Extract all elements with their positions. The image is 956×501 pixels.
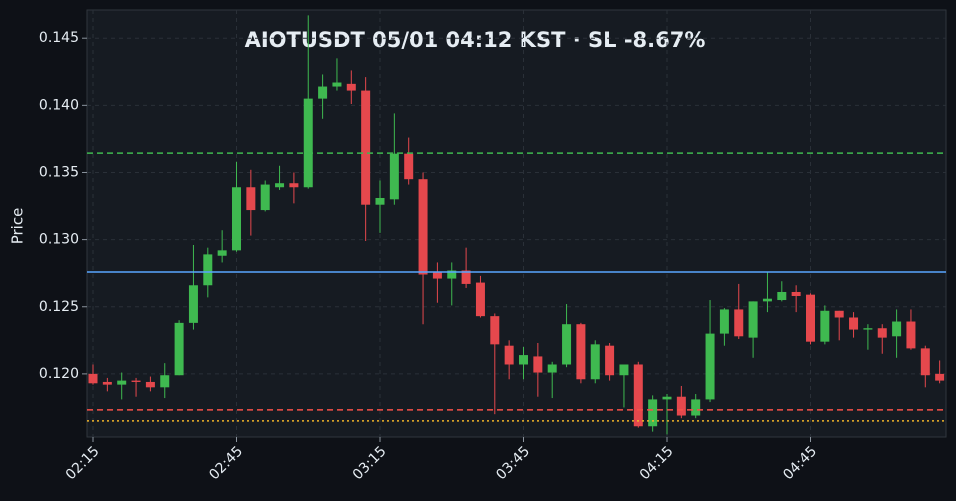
candle-body [590, 344, 600, 380]
plot-area [86, 9, 947, 438]
y-tick-label: 0.145 [39, 30, 79, 46]
candle-body [188, 285, 198, 323]
candle-body [719, 309, 729, 334]
candle-body [806, 294, 815, 342]
candle-body [562, 324, 572, 365]
x-tick-label: 04:45 [780, 443, 820, 483]
candle-body [289, 183, 299, 188]
y-tick-label: 0.140 [39, 97, 79, 113]
x-tick-label: 02:45 [206, 443, 246, 483]
candle-body [504, 345, 514, 365]
y-tick-label: 0.130 [39, 232, 79, 248]
candle-body [849, 317, 859, 330]
candle-body [117, 380, 127, 385]
candle-body [418, 179, 428, 275]
candle-body [232, 187, 241, 251]
x-tick-label: 03:45 [493, 443, 533, 483]
candle-body [217, 250, 227, 256]
candle-body [303, 98, 313, 188]
candle-body [633, 364, 643, 427]
candle-body [88, 373, 98, 384]
candle-body [820, 310, 830, 342]
candle-body [920, 348, 930, 376]
candle-body [102, 381, 112, 385]
x-tick-label: 02:15 [63, 443, 103, 483]
candle-body [605, 345, 615, 376]
candle-body [174, 322, 184, 376]
candle-body [475, 282, 485, 317]
candle-body [676, 396, 686, 416]
candle-body [533, 356, 543, 373]
candle-body [160, 375, 170, 388]
candle-body [375, 197, 385, 205]
candle-body [619, 364, 629, 376]
candle-body [777, 291, 787, 301]
candle-body [691, 399, 701, 416]
candle-body [131, 380, 141, 382]
candle-body [275, 183, 285, 188]
chart-title: AIOTUSDT 05/01 04:12 KST · SL -8.67% [245, 28, 706, 52]
y-tick-label: 0.120 [39, 366, 79, 382]
candle-body [892, 321, 902, 337]
y-tick-label: 0.135 [39, 164, 79, 180]
candle-body [432, 271, 442, 279]
candle-body [748, 301, 758, 338]
candle-body [246, 187, 256, 211]
candle-body [145, 381, 155, 388]
candle-body [318, 86, 328, 99]
candle-body [260, 184, 270, 211]
candle-body [547, 364, 557, 373]
candle-body [705, 333, 715, 400]
candle-body [863, 328, 873, 330]
candle-body [877, 328, 887, 338]
candle-body [461, 270, 471, 284]
x-tick-label: 04:15 [637, 443, 677, 483]
candle-body [906, 321, 916, 349]
candle-body [576, 324, 586, 380]
y-axis-label: Price [9, 208, 27, 245]
candle-body [648, 399, 658, 427]
candle-body [404, 153, 414, 180]
candle-body [389, 153, 399, 200]
candle-body [519, 355, 528, 365]
x-tick-label: 03:15 [350, 443, 390, 483]
candle-body [447, 270, 457, 279]
candle-body [762, 298, 772, 302]
candle-body [791, 291, 801, 297]
candle-body [734, 309, 744, 337]
candle-body [935, 373, 945, 381]
candle-body [834, 310, 844, 318]
candle-body [361, 90, 371, 205]
candle-body [203, 254, 213, 286]
candle-body [332, 82, 342, 87]
candle-body [346, 83, 356, 91]
y-tick-label: 0.125 [39, 299, 79, 315]
candle-body [662, 396, 672, 400]
candle-body [490, 316, 500, 345]
